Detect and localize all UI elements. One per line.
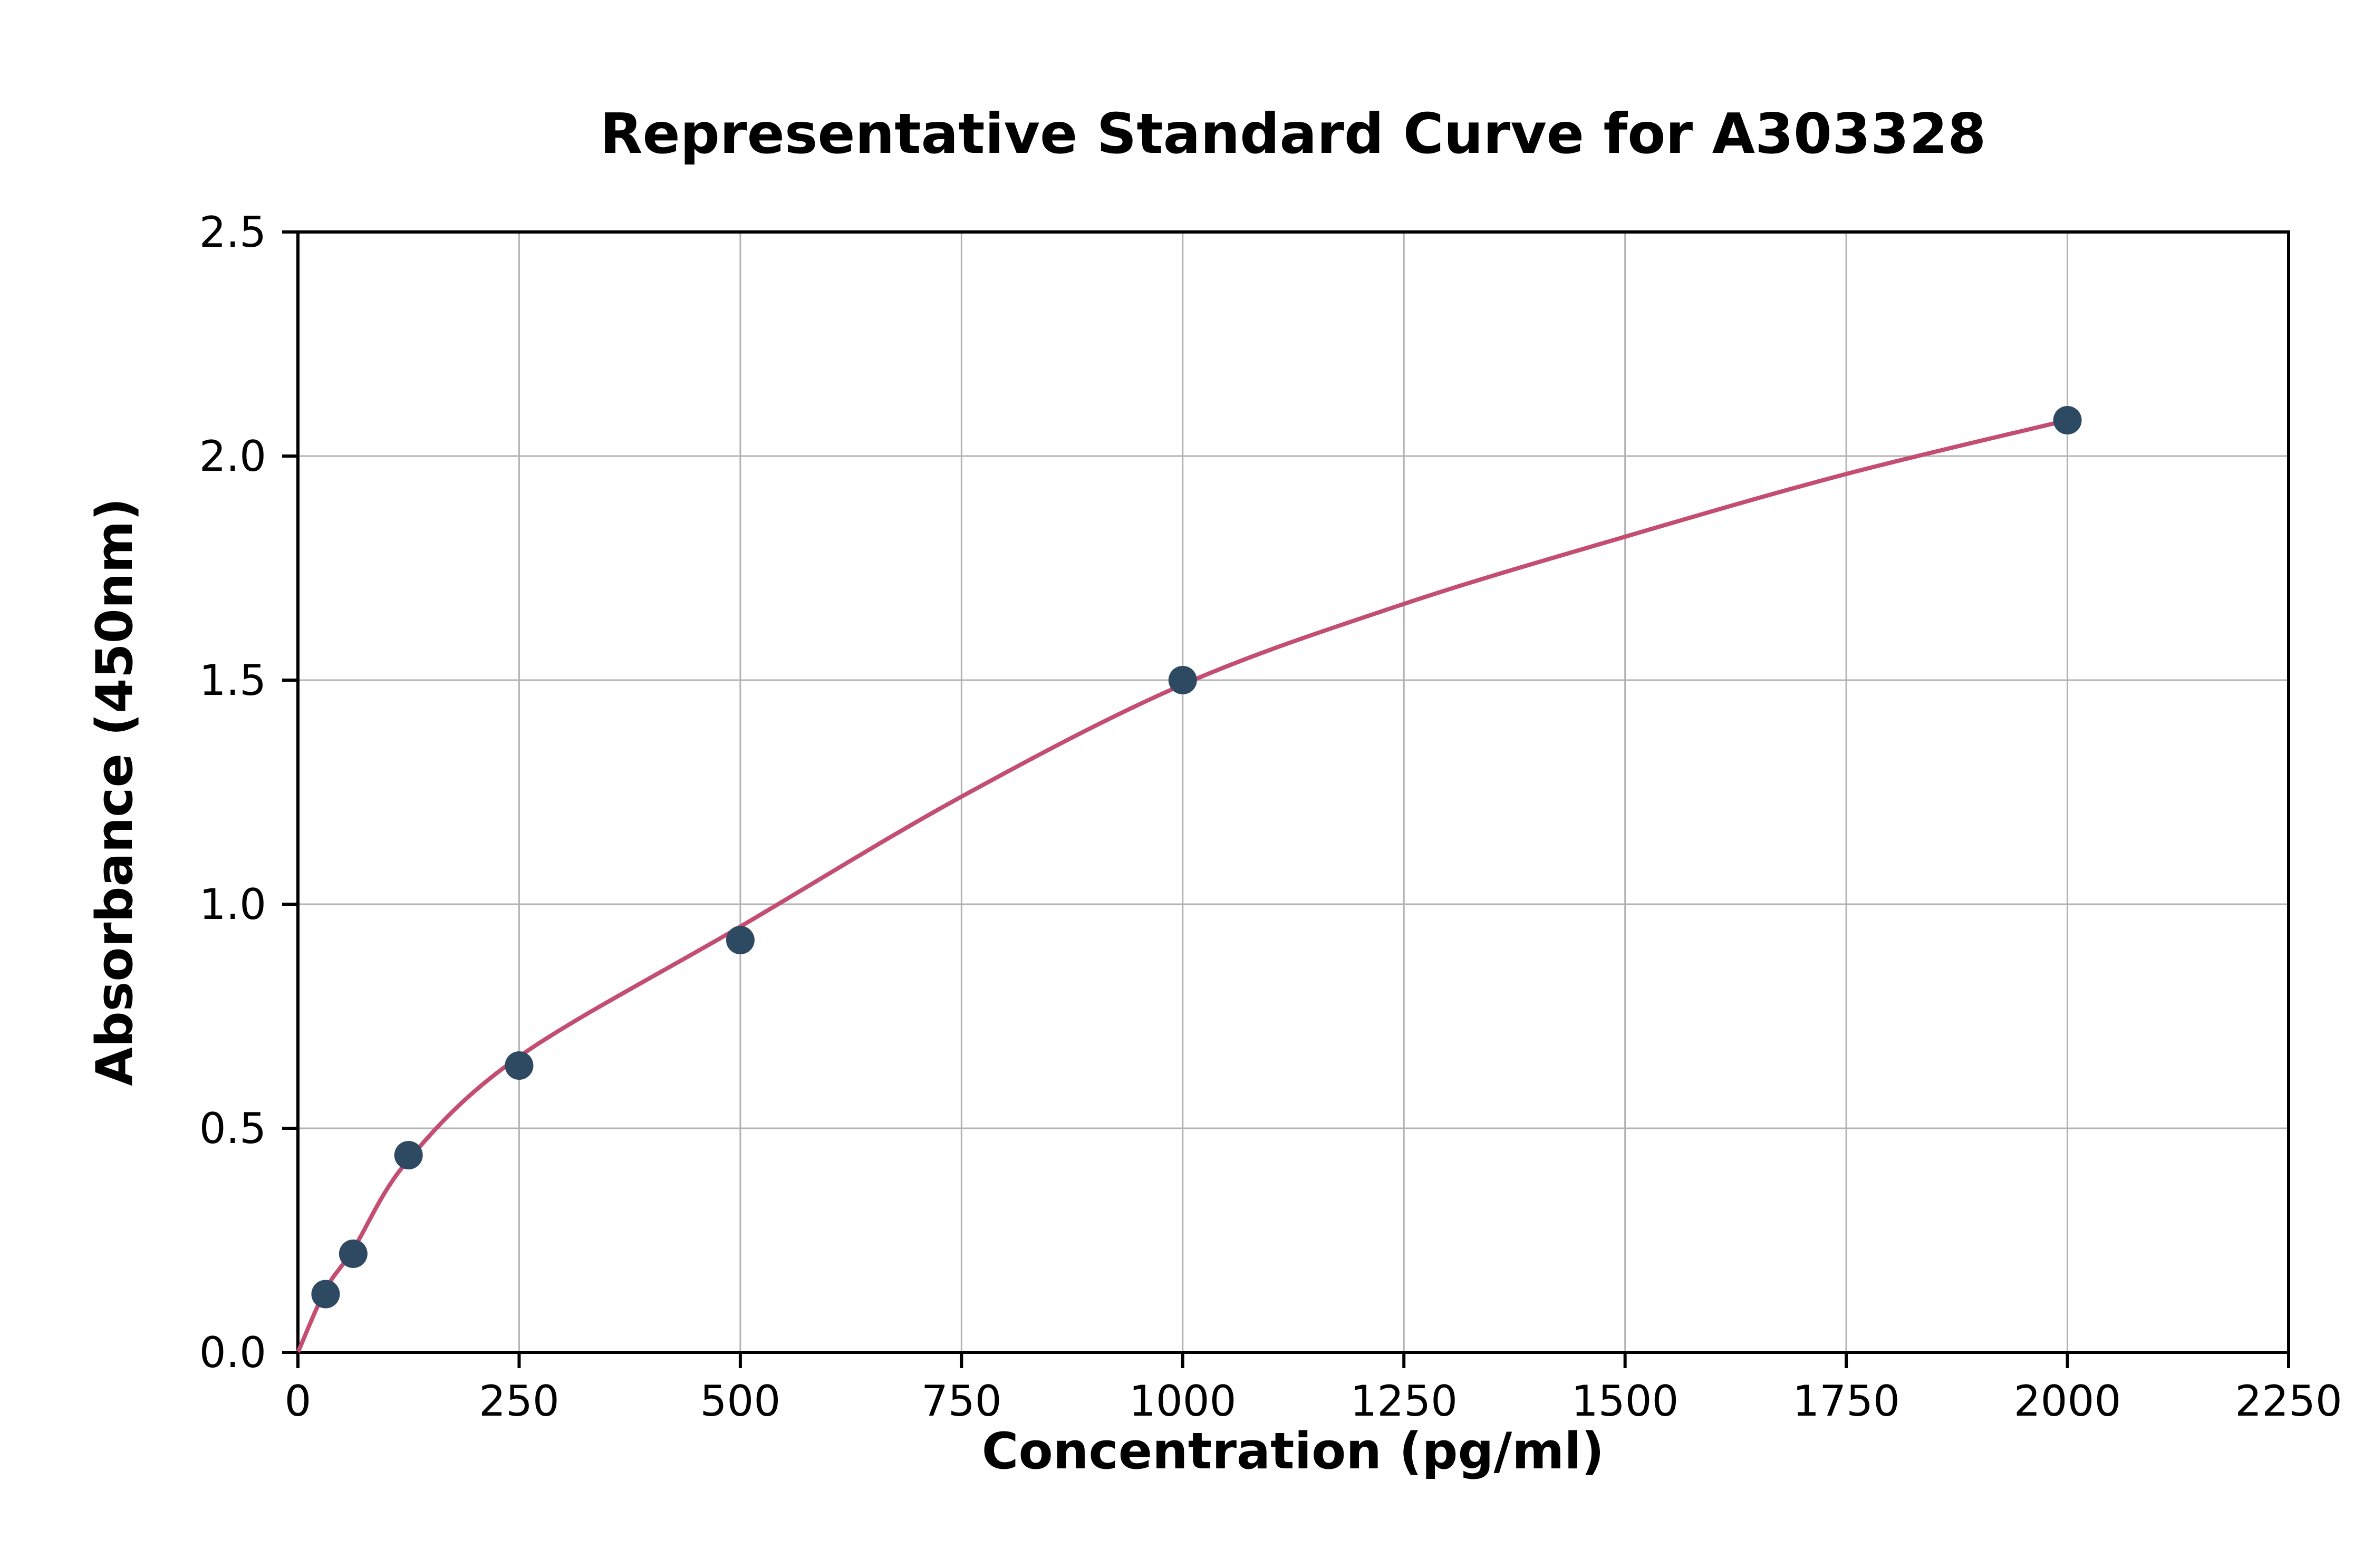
- x-tick-label: 2250: [2235, 1377, 2342, 1426]
- data-point: [726, 926, 755, 954]
- x-tick-label: 2000: [2014, 1377, 2121, 1426]
- y-tick-label: 2.5: [199, 208, 266, 257]
- y-tick-label: 2.0: [199, 432, 266, 481]
- y-axis-label: Absorbance (450nm): [86, 498, 144, 1086]
- x-tick-label: 1250: [1350, 1377, 1458, 1426]
- axes-spines: [296, 230, 2290, 1354]
- data-point: [2053, 406, 2082, 434]
- y-tick-label: 1.0: [199, 880, 266, 929]
- tick-layer: 0 250 500 750 1000 1250 1500 1750 2000 2250 0.0 0.5…: [199, 208, 2342, 1426]
- y-tick-label: 1.5: [199, 656, 266, 705]
- x-tick-label: 750: [921, 1377, 1002, 1426]
- data-point: [311, 1280, 340, 1309]
- y-tick-label: 0.0: [199, 1328, 266, 1377]
- data-point: [505, 1051, 534, 1080]
- label-layer: Representative Standard Curve for A30332…: [86, 102, 1986, 1480]
- x-tick-label: 1000: [1129, 1377, 1237, 1426]
- x-tick-label: 1500: [1571, 1377, 1679, 1426]
- x-tick-label: 250: [479, 1377, 560, 1426]
- x-tick-label: 500: [700, 1377, 781, 1426]
- data-point: [1168, 666, 1197, 694]
- grid-layer: [297, 231, 2290, 1353]
- data-point: [394, 1141, 423, 1169]
- x-tick-label: 1750: [1792, 1377, 1900, 1426]
- x-tick-label: 0: [285, 1377, 312, 1426]
- chart-title: Representative Standard Curve for A30332…: [600, 102, 1986, 166]
- data-point: [339, 1240, 368, 1268]
- fit-curve: [296, 418, 2070, 1354]
- y-tick-label: 0.5: [199, 1104, 266, 1153]
- plot-layer: [296, 406, 2082, 1354]
- axes-layer: [296, 230, 2290, 1354]
- x-axis-label: Concentration (pg/ml): [982, 1422, 1604, 1480]
